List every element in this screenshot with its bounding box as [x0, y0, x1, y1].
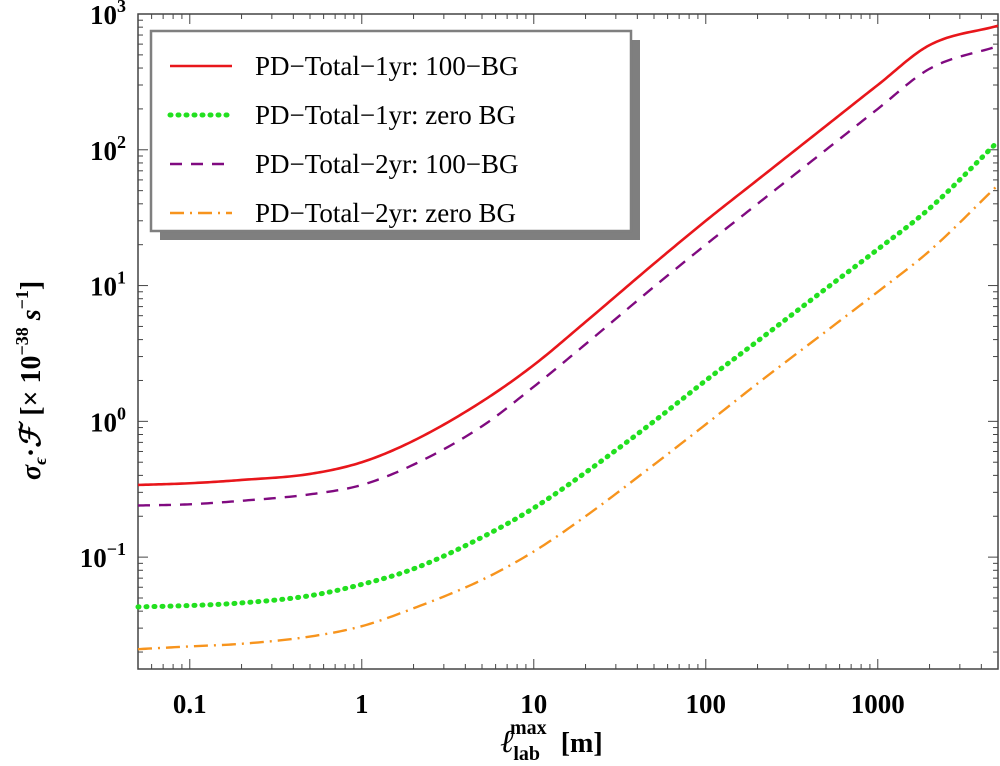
y-tick-label-base: 10	[80, 543, 107, 573]
legend-label-1: PD−Total−1yr: 100−BG	[255, 51, 519, 81]
y-tick-label-base: 10	[90, 0, 117, 30]
y-tick-label: 103	[90, 0, 126, 30]
x-axis-label-unit: [m]	[561, 728, 603, 759]
axis-ticks	[137, 14, 999, 669]
y-tick-label-base: 10	[90, 272, 117, 302]
y-tick-label: 100	[90, 403, 126, 437]
y-tick-label-exp: 2	[117, 132, 126, 152]
series-line-2	[135, 139, 1000, 610]
x-tick-label: 100	[686, 689, 727, 719]
y-axis-label-close: ]	[16, 281, 47, 290]
series-lines	[135, 24, 1000, 651]
x-axis-label-sub: lab	[513, 743, 540, 765]
y-axis-label-symbol2: ℱ	[16, 420, 47, 448]
x-axis-label-base: ℓ	[500, 723, 514, 759]
legend-label-2: PD−Total−1yr: zero BG	[255, 100, 516, 130]
y-axis-label-unit-exp: −1	[12, 290, 32, 309]
plot-frame	[137, 13, 999, 670]
y-axis-label-sub: ϵ	[30, 457, 50, 465]
x-tick-label: 1	[355, 689, 369, 719]
y-tick-label-base: 10	[90, 407, 117, 437]
x-tick-labels: 0.1 1 10 100 1000	[173, 689, 905, 719]
x-axis-label: ℓlab max [m]	[500, 717, 603, 765]
y-tick-label: 102	[90, 132, 126, 166]
legend-entries: PD−Total−1yr: 100−BG PD−Total−1yr: zero B…	[167, 51, 519, 228]
y-axis-label: σϵ·ℱ [× 10−38 s−1]	[12, 281, 50, 480]
y-axis-label-dot: ·	[16, 448, 47, 457]
y-tick-label-exp: 0	[117, 403, 126, 423]
y-tick-label-exp: 1	[117, 268, 126, 288]
x-axis-label-sup: max	[510, 717, 547, 739]
series-line-1	[137, 24, 999, 487]
y-tick-label: 10−1	[80, 539, 126, 573]
y-tick-label-exp: −1	[107, 539, 126, 559]
y-axis-label-exp: −38	[12, 327, 32, 355]
legend: PD−Total−1yr: 100−BG PD−Total−1yr: zero B…	[149, 29, 640, 240]
legend-label-4: PD−Total−2yr: zero BG	[255, 198, 516, 228]
x-tick-label: 10	[520, 689, 547, 719]
y-tick-label: 101	[90, 268, 126, 302]
plot-area	[135, 13, 1000, 670]
y-axis-label-open: [× 10	[16, 356, 47, 416]
y-axis-label-symbol: σ	[16, 464, 47, 480]
x-tick-label: 0.1	[173, 689, 207, 719]
x-tick-label: 1000	[851, 689, 905, 719]
legend-box	[149, 29, 633, 233]
legend-label-3: PD−Total−2yr: 100−BG	[255, 149, 519, 179]
y-tick-label-base: 10	[90, 136, 117, 166]
y-axis-label-unit: s	[16, 309, 47, 327]
y-tick-label-exp: 3	[117, 0, 126, 16]
